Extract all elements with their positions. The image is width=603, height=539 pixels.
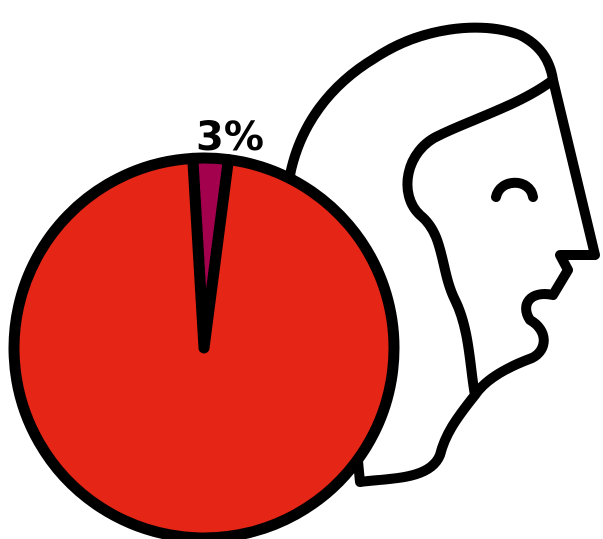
eye-icon — [491, 177, 538, 202]
hair-inner-line — [402, 75, 558, 400]
pie-chart — [8, 152, 400, 539]
slice-label-3pct: 3% — [196, 114, 264, 160]
pie-slice-large — [8, 152, 400, 539]
